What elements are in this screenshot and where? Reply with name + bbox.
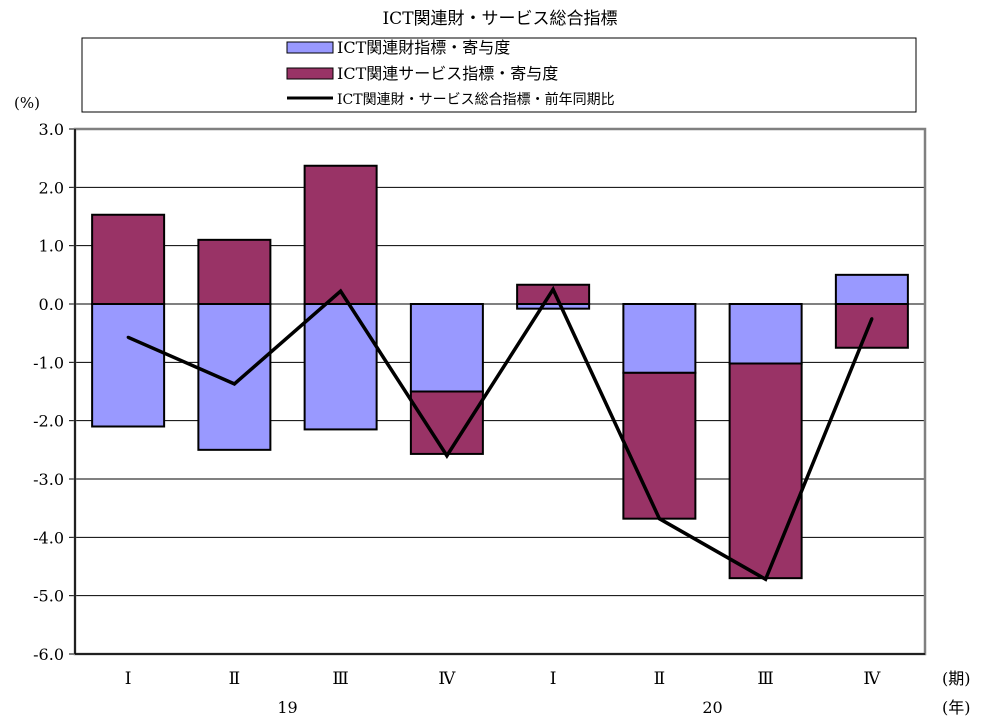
bar-services-contribution	[91, 213, 166, 305]
y-tick-label: 1.0	[39, 237, 64, 256]
total-index-point	[551, 287, 555, 291]
total-index-polyline	[127, 285, 874, 582]
legend-label-total: ICT関連財・サービス総合指標・前年同期比	[337, 91, 615, 108]
x-tick-label: Ⅰ	[550, 669, 557, 689]
bar-services-contribution	[834, 303, 909, 349]
x-tick-label: Ⅰ	[125, 669, 132, 689]
legend-swatch-goods	[286, 41, 334, 54]
bar-goods-contribution	[622, 303, 697, 374]
bar-goods-contribution	[834, 273, 909, 306]
bar-goods-contribution	[409, 303, 484, 393]
y-tick-label: 0.0	[39, 295, 64, 314]
x-tick-labels: Ⅰ Ⅱ Ⅲ Ⅳ Ⅰ Ⅱ Ⅲ Ⅳ	[125, 669, 882, 689]
bar-services-contribution	[516, 283, 591, 305]
legend-frame	[81, 37, 917, 113]
y-tick-label: -1.0	[33, 353, 64, 372]
total-index-line	[126, 285, 874, 582]
y-tick-labels: 3.0 2.0 1.0 0.0 -1.0 -2.0 -3.0 -4.0 -5.0 -6.0	[33, 120, 64, 664]
x-tick-label: Ⅲ	[757, 669, 773, 689]
total-index-point	[232, 382, 236, 386]
x-tick-label: Ⅳ	[438, 669, 456, 689]
y-tick-label: -5.0	[33, 587, 64, 606]
total-index-point	[339, 289, 343, 293]
year-label: 19	[277, 698, 297, 717]
bar-goods-contribution	[197, 303, 272, 451]
y-tick-label: 2.0	[39, 178, 64, 197]
x-tick-label: Ⅲ	[332, 669, 348, 689]
x-axis-period-label: (期)	[942, 669, 971, 688]
chart-title: ICT関連財・サービス総合指標	[382, 9, 617, 29]
bars	[91, 164, 909, 580]
y-tick-label: 3.0	[39, 120, 64, 139]
y-tick-label: -4.0	[33, 528, 64, 547]
bar-goods-contribution	[303, 303, 378, 431]
x-axis-year-label: (年)	[942, 698, 971, 717]
legend-label-services: ICT関連サービス指標・寄与度	[337, 64, 558, 83]
bar-services-contribution	[728, 362, 803, 580]
bar-goods-contribution	[728, 303, 803, 365]
x-tick-label: Ⅱ	[229, 669, 241, 689]
year-label: 20	[702, 698, 722, 717]
legend-swatch-services	[286, 67, 334, 80]
total-index-point	[870, 317, 874, 321]
bar-services-contribution	[622, 371, 697, 520]
bar-services-contribution	[303, 164, 378, 305]
legend-label-goods: ICT関連財指標・寄与度	[337, 38, 510, 57]
legend: ICT関連財指標・寄与度 ICT関連サービス指標・寄与度 ICT関連財・サービス…	[81, 37, 917, 113]
y-tick-label: -6.0	[33, 645, 64, 664]
total-index-point	[445, 454, 449, 458]
x-tick-label: Ⅳ	[863, 669, 881, 689]
year-labels: 19 20	[277, 698, 722, 717]
total-index-point	[764, 577, 768, 581]
y-axis-unit-label: (%)	[14, 94, 40, 112]
plot-frame	[73, 127, 927, 656]
total-index-point	[657, 517, 661, 521]
bar-services-contribution	[409, 390, 484, 455]
y-tick-label: -3.0	[33, 470, 64, 489]
y-tick-label: -2.0	[33, 412, 64, 431]
bar-goods-contribution	[91, 303, 166, 428]
total-index-point	[126, 335, 130, 339]
x-tick-label: Ⅱ	[654, 669, 666, 689]
bar-services-contribution	[197, 238, 272, 305]
